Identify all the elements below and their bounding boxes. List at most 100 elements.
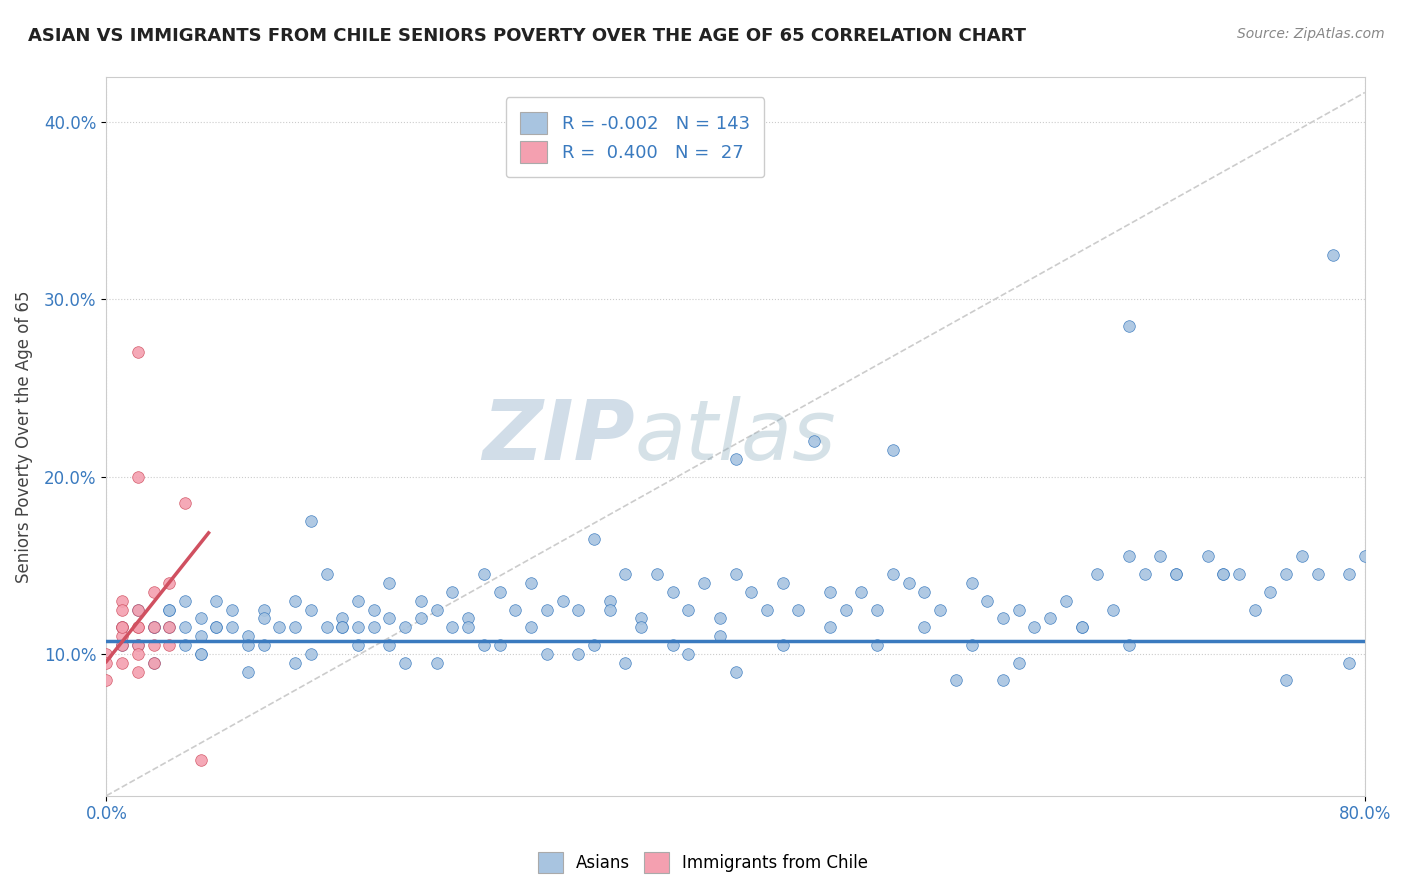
Point <box>236 665 259 679</box>
Point <box>505 602 527 616</box>
Point <box>127 620 149 634</box>
Point <box>1118 638 1140 652</box>
Point <box>111 656 134 670</box>
Point <box>991 673 1014 688</box>
Point <box>1243 602 1265 616</box>
Point <box>299 514 322 528</box>
Point <box>205 620 228 634</box>
Point <box>157 602 180 616</box>
Point <box>157 602 180 616</box>
Point <box>472 567 495 582</box>
Point <box>724 451 747 466</box>
Point <box>1070 620 1092 634</box>
Point <box>1260 584 1282 599</box>
Point <box>1275 567 1298 582</box>
Point <box>190 611 212 625</box>
Point <box>142 620 165 634</box>
Point <box>912 584 935 599</box>
Point <box>818 620 841 634</box>
Point <box>1212 567 1234 582</box>
Point <box>190 647 212 661</box>
Point <box>205 620 228 634</box>
Point <box>378 638 401 652</box>
Point <box>253 611 276 625</box>
Point <box>111 638 134 652</box>
Point <box>441 584 464 599</box>
Point <box>111 620 134 634</box>
Text: Source: ZipAtlas.com: Source: ZipAtlas.com <box>1237 27 1385 41</box>
Point <box>157 620 180 634</box>
Point <box>834 602 856 616</box>
Point <box>127 620 149 634</box>
Point <box>457 620 479 634</box>
Point <box>1039 611 1062 625</box>
Point <box>394 656 416 670</box>
Y-axis label: Seniors Poverty Over the Age of 65: Seniors Poverty Over the Age of 65 <box>15 291 32 582</box>
Point <box>253 602 276 616</box>
Point <box>599 593 621 607</box>
Point <box>472 638 495 652</box>
Point <box>1054 593 1077 607</box>
Legend: R = -0.002   N = 143, R =  0.400   N =  27: R = -0.002 N = 143, R = 0.400 N = 27 <box>506 97 765 178</box>
Point <box>1164 567 1187 582</box>
Point <box>127 638 149 652</box>
Point <box>1291 549 1313 564</box>
Point <box>127 638 149 652</box>
Point <box>142 656 165 670</box>
Point <box>190 753 212 767</box>
Point <box>1133 567 1156 582</box>
Point <box>1197 549 1219 564</box>
Point <box>1354 549 1376 564</box>
Point <box>582 638 605 652</box>
Point <box>567 602 589 616</box>
Point <box>284 656 307 670</box>
Point <box>991 611 1014 625</box>
Point <box>912 620 935 634</box>
Legend: Asians, Immigrants from Chile: Asians, Immigrants from Chile <box>531 846 875 880</box>
Point <box>678 602 700 616</box>
Point <box>1322 248 1344 262</box>
Point <box>882 442 904 457</box>
Point <box>111 620 134 634</box>
Point <box>851 584 873 599</box>
Point <box>111 638 134 652</box>
Point <box>709 611 731 625</box>
Point <box>284 593 307 607</box>
Point <box>330 620 353 634</box>
Point <box>236 629 259 643</box>
Point <box>1275 673 1298 688</box>
Point <box>142 638 165 652</box>
Point <box>645 567 668 582</box>
Point <box>1024 620 1046 634</box>
Point <box>756 602 779 616</box>
Point <box>772 638 794 652</box>
Point <box>363 602 385 616</box>
Point <box>678 647 700 661</box>
Point <box>630 620 652 634</box>
Point <box>488 638 510 652</box>
Point <box>330 620 353 634</box>
Point <box>142 584 165 599</box>
Point <box>520 620 543 634</box>
Point <box>599 602 621 616</box>
Point <box>127 602 149 616</box>
Point <box>347 620 370 634</box>
Point <box>1339 656 1361 670</box>
Point <box>190 647 212 661</box>
Point <box>1212 567 1234 582</box>
Point <box>724 665 747 679</box>
Point <box>96 647 118 661</box>
Point <box>614 567 637 582</box>
Point <box>582 532 605 546</box>
Point <box>174 496 197 510</box>
Point <box>409 611 432 625</box>
Point <box>1118 549 1140 564</box>
Point <box>630 611 652 625</box>
Point <box>818 584 841 599</box>
Point <box>127 469 149 483</box>
Point <box>157 620 180 634</box>
Point <box>315 567 337 582</box>
Point <box>347 638 370 652</box>
Point <box>803 434 825 448</box>
Point <box>945 673 967 688</box>
